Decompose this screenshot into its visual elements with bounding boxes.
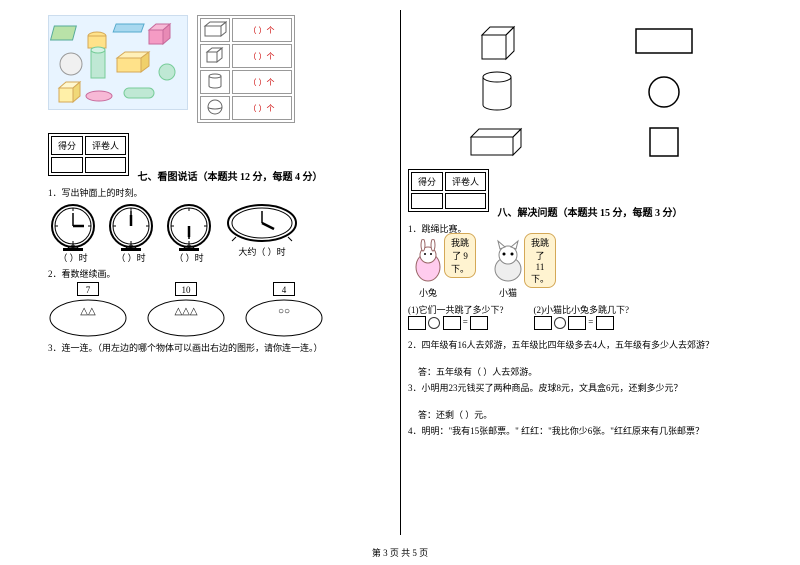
count-blank[interactable]: （ ）个 bbox=[232, 70, 292, 94]
clock-3: （ ）时 bbox=[164, 201, 214, 264]
right-column: 得分评卷人 八、解决问题（本题共 15 分，每题 3 分） 1．跳绳比赛。 我跳… bbox=[400, 15, 760, 545]
sub-questions: (1)它们一共跳了多少下? = (2)小猫比小兔多跳几下? = bbox=[408, 303, 752, 330]
equation-1[interactable]: = bbox=[408, 316, 504, 330]
a8-3[interactable]: 答：还剩（ ）元。 bbox=[408, 408, 752, 421]
count-row: （ ）个 bbox=[200, 18, 292, 42]
oval-2: 10 △△△ bbox=[146, 282, 226, 338]
animal-row: 我跳了 9 下。 小兔 我跳了 11 下。 小猫 bbox=[408, 239, 752, 299]
sub-q1: (1)它们一共跳了多少下? = bbox=[408, 303, 504, 330]
count-blank[interactable]: （ ）个 bbox=[232, 44, 292, 68]
oval-1: 7 △△ bbox=[48, 282, 128, 338]
cylinder-3d bbox=[428, 71, 565, 113]
shapes-panel bbox=[48, 15, 188, 110]
rabbit-label: 小兔 bbox=[408, 286, 448, 299]
clock-1: （ ）时 bbox=[48, 201, 98, 264]
rabbit-icon bbox=[408, 239, 448, 283]
a8-2[interactable]: 答：五年级有（ ）人去郊游。 bbox=[408, 365, 752, 378]
count-row: （ ）个 bbox=[200, 44, 292, 68]
oval-3: 4 ○○ bbox=[244, 282, 324, 338]
cube-3d bbox=[428, 21, 565, 63]
cat-icon bbox=[488, 239, 528, 283]
count-table: （ ）个 （ ）个 （ ）个 （ ）个 bbox=[197, 15, 295, 123]
page: （ ）个 （ ）个 （ ）个 （ ）个 得分评卷人 bbox=[0, 0, 800, 565]
count-row: （ ）个 bbox=[200, 70, 292, 94]
oval-shapes: △△△ bbox=[174, 306, 197, 317]
q8-2: 2．四年级有16人去郊游，五年级比四年级多去4人，五年级有多少人去郊游？ bbox=[408, 338, 752, 351]
count-row: （ ）个 bbox=[200, 96, 292, 120]
q7-2: 2．看数继续画。 bbox=[48, 267, 392, 280]
count-blank[interactable]: （ ）个 bbox=[232, 96, 292, 120]
sub-q1-text: (1)它们一共跳了多少下? bbox=[408, 303, 504, 316]
q8-4: 4．明明："我有15张邮票。" 红红："我比你少6张。"红红原来有几张邮票？ bbox=[408, 424, 752, 437]
sub-q2: (2)小猫比小兔多跳几下? = bbox=[534, 303, 630, 330]
rabbit-bubble: 我跳了 9 下。 bbox=[444, 233, 476, 278]
clock-row: （ ）时 （ ）时 （ ）时 大约（ ）时 bbox=[48, 201, 392, 264]
section-7-title: 七、看图说话（本题共 12 分，每题 4 分） bbox=[138, 168, 323, 183]
score-label: 得分 bbox=[51, 136, 83, 155]
sphere-icon bbox=[203, 98, 227, 116]
oval-number: 10 bbox=[175, 282, 197, 296]
equation-2[interactable]: = bbox=[534, 316, 630, 330]
score-label: 得分 bbox=[411, 172, 443, 191]
cylinder-icon bbox=[203, 72, 227, 90]
oval-shapes: △△ bbox=[80, 306, 96, 317]
grader-cell[interactable] bbox=[85, 157, 126, 173]
grader-label: 评卷人 bbox=[85, 136, 126, 155]
square-2d bbox=[595, 121, 732, 163]
score-cell[interactable] bbox=[51, 157, 83, 173]
clock-label[interactable]: （ ）时 bbox=[106, 251, 156, 264]
oval-shapes: ○○ bbox=[278, 306, 290, 317]
shape-match-grid bbox=[408, 15, 752, 169]
cat-bubble: 我跳了 11 下。 bbox=[524, 233, 556, 288]
rect-2d bbox=[595, 21, 732, 63]
left-column: （ ）个 （ ）个 （ ）个 （ ）个 得分评卷人 bbox=[40, 15, 400, 545]
cuboid-3d bbox=[428, 121, 565, 163]
q8-3: 3．小明用23元钱买了两种商品。皮球8元，文具盒6元，还剩多少元？ bbox=[408, 381, 752, 394]
sub-q2-text: (2)小猫比小兔多跳几下? bbox=[534, 303, 630, 316]
grader-cell[interactable] bbox=[445, 193, 486, 209]
count-blank[interactable]: （ ）个 bbox=[232, 18, 292, 42]
clock-2: （ ）时 bbox=[106, 201, 156, 264]
cat-item: 我跳了 11 下。 小猫 bbox=[488, 239, 528, 299]
clock-label[interactable]: 大约（ ）时 bbox=[222, 245, 302, 258]
page-footer: 第 3 页 共 5 页 bbox=[0, 546, 800, 559]
grader-label: 评卷人 bbox=[445, 172, 486, 191]
rabbit-item: 我跳了 9 下。 小兔 bbox=[408, 239, 448, 299]
clock-label[interactable]: （ ）时 bbox=[48, 251, 98, 264]
oval-number: 7 bbox=[77, 282, 99, 296]
scorebox-7: 得分评卷人 bbox=[48, 133, 129, 176]
q7-3: 3．连一连。（用左边的哪个物体可以画出右边的图形，请你连一连。） bbox=[48, 341, 392, 354]
q7-1: 1．写出钟面上的时刻。 bbox=[48, 186, 392, 199]
shapes-illustration bbox=[49, 16, 189, 111]
oval-number: 4 bbox=[273, 282, 295, 296]
cat-label: 小猫 bbox=[488, 286, 528, 299]
oval-row: 7 △△ 10 △△△ 4 ○○ bbox=[48, 282, 392, 338]
section-8-title: 八、解决问题（本题共 15 分，每题 3 分） bbox=[498, 204, 683, 219]
scorebox-8: 得分评卷人 bbox=[408, 169, 489, 212]
circle-2d bbox=[595, 71, 732, 113]
clock-4: 大约（ ）时 bbox=[222, 201, 302, 258]
clock-label[interactable]: （ ）时 bbox=[164, 251, 214, 264]
score-cell[interactable] bbox=[411, 193, 443, 209]
cuboid-icon bbox=[203, 20, 227, 38]
cube-icon bbox=[203, 46, 227, 64]
